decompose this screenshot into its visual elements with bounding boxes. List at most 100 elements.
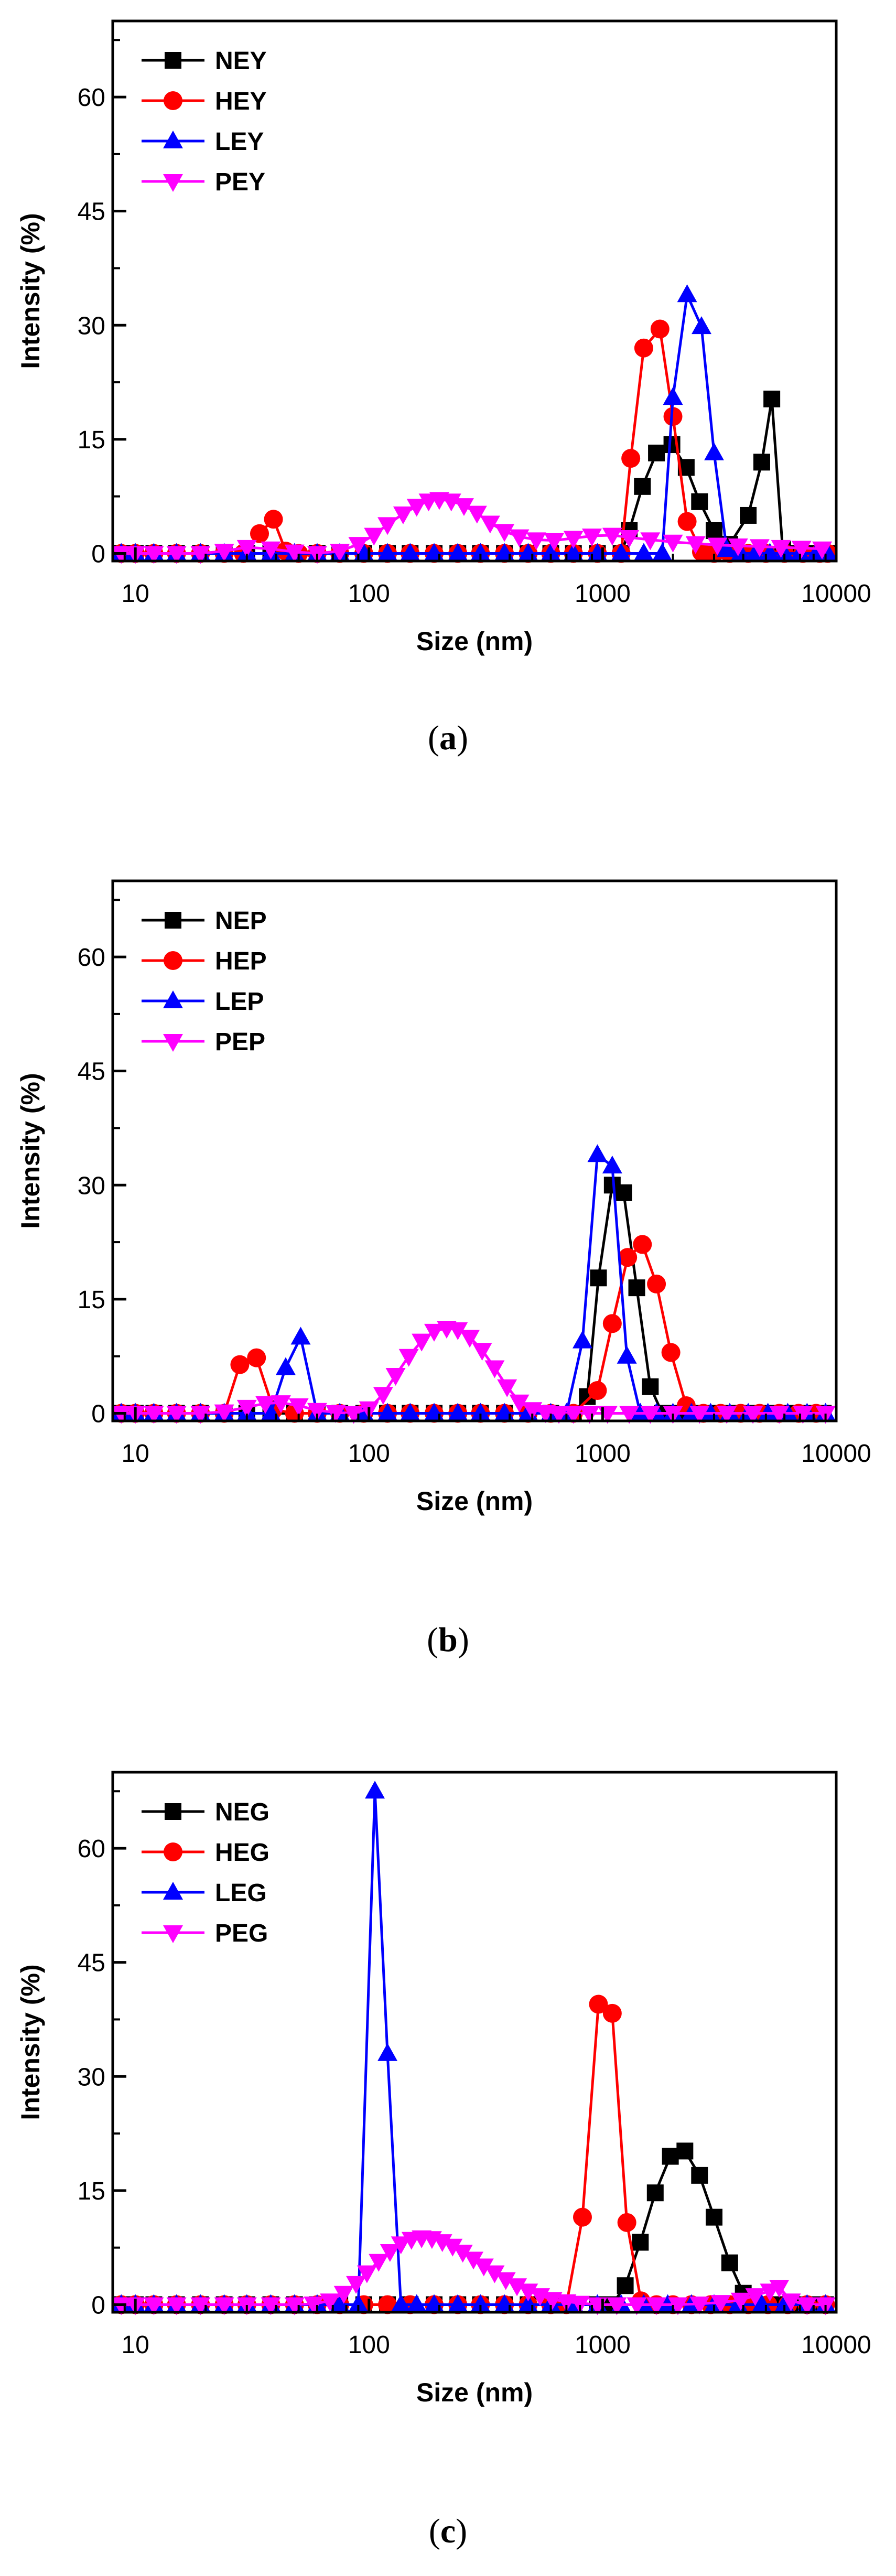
x-tick-label: 100	[348, 2331, 390, 2359]
data-point-NEG	[721, 2254, 738, 2271]
data-point-PEY	[685, 536, 706, 554]
x-axis-label: Size (nm)	[416, 2378, 533, 2407]
legend-entry-HEP: HEP	[142, 947, 267, 975]
data-point-NEY	[648, 445, 665, 461]
data-point-HEP	[588, 1381, 607, 1400]
y-tick-label: 45	[78, 198, 105, 226]
data-point-PEY	[261, 541, 281, 559]
x-tick-label: 10000	[801, 2331, 871, 2359]
legend: NEP HEP LEP PEP	[142, 907, 267, 1056]
data-point-HEP	[647, 1274, 666, 1294]
data-point-LEP	[758, 1403, 778, 1421]
data-point-PEP	[398, 1349, 419, 1367]
plot-frame	[111, 1771, 838, 2314]
x-tick-label: 10000	[801, 1440, 871, 1468]
series-HEY	[112, 319, 837, 563]
series-NEG	[113, 2142, 834, 2313]
data-point-LEG	[448, 2294, 468, 2312]
data-point-PEY	[467, 505, 487, 524]
data-point-PEG	[556, 2294, 577, 2312]
data-point-PEG	[190, 2297, 211, 2315]
y-axis-label: Intensity (%)	[16, 213, 45, 369]
legend-entry-PEY: PEY	[142, 168, 265, 196]
legend-marker	[163, 131, 183, 148]
caption-c-letter: c	[440, 2512, 456, 2550]
data-point-PEY	[144, 546, 164, 564]
legend-marker	[165, 1803, 181, 1820]
legend-label: PEP	[215, 1028, 265, 1056]
y-tick-label: 0	[91, 540, 105, 568]
y-axis: 0 15 30 45 60	[78, 1790, 126, 2319]
legend-entry-PEG: PEG	[142, 1920, 268, 1947]
data-point-PEP	[271, 1395, 291, 1414]
data-point-PEY	[494, 524, 515, 542]
data-point-PEY	[406, 499, 427, 517]
legend-label: NEP	[215, 907, 267, 935]
data-point-PEG	[304, 2297, 324, 2315]
data-point-PEY	[582, 529, 602, 547]
y-tick-label: 45	[78, 1058, 105, 1086]
data-point-PEY	[364, 527, 384, 546]
plot-frame	[111, 19, 838, 563]
data-point-LEY	[745, 543, 765, 561]
data-point-HEY	[650, 319, 670, 339]
series-HEP	[112, 1235, 826, 1423]
data-point-PEG	[484, 2265, 505, 2283]
data-point-PEY	[393, 506, 413, 525]
data-point-LEG	[470, 2294, 491, 2312]
data-point-PEG	[646, 2297, 667, 2315]
data-point-PEP	[497, 1379, 517, 1397]
data-point-PEY	[771, 540, 791, 558]
data-point-PEY	[544, 533, 564, 551]
legend-entry-NEP: NEP	[142, 907, 267, 935]
data-point-PEP	[412, 1333, 432, 1352]
data-point-PEG	[432, 2234, 452, 2252]
legend-marker	[164, 91, 182, 110]
data-point-PEP	[472, 1343, 492, 1361]
data-point-PEP	[640, 1406, 661, 1424]
y-tick-label: 0	[91, 2291, 105, 2319]
series-line-LEG	[121, 1790, 826, 2306]
data-point-PEP	[579, 1406, 600, 1424]
data-point-PEY	[749, 539, 770, 557]
data-point-PEG	[667, 2297, 688, 2315]
legend-label: HEP	[215, 947, 267, 975]
data-point-LEP	[400, 1403, 420, 1421]
data-point-PEG	[144, 2297, 164, 2315]
y-tick-label: 15	[78, 426, 105, 454]
y-axis: 0 15 30 45 60	[78, 39, 126, 568]
legend-label: LEY	[215, 128, 264, 156]
legend-entry-HEG: HEG	[142, 1839, 269, 1867]
legend-marker	[164, 1842, 182, 1861]
data-point-HEY	[677, 512, 697, 531]
legend-entry-LEG: LEG	[142, 1879, 267, 1907]
data-point-NEG	[691, 2167, 708, 2184]
data-point-LEP	[630, 1403, 651, 1421]
data-point-PEG	[320, 2293, 340, 2312]
data-point-PEY	[663, 534, 683, 553]
data-point-PEG	[627, 2297, 647, 2315]
data-point-PEP	[535, 1405, 556, 1424]
x-axis-label: Size (nm)	[416, 627, 533, 656]
x-tick-label: 10	[121, 580, 149, 608]
data-point-PEP	[255, 1396, 276, 1414]
data-point-PEY	[441, 493, 461, 512]
x-tick-label: 100	[348, 1440, 390, 1468]
data-point-LEY	[633, 543, 654, 561]
legend-label: LEG	[215, 1879, 267, 1907]
x-tick-label: 1000	[575, 580, 631, 608]
data-point-NEY	[634, 478, 651, 495]
data-point-NEG	[676, 2142, 694, 2160]
y-tick-label: 60	[78, 944, 105, 972]
data-point-PEP	[689, 1406, 710, 1424]
data-point-LEY	[377, 543, 398, 561]
data-point-PEG	[442, 2238, 463, 2257]
y-tick-label: 60	[78, 1835, 105, 1863]
data-point-LEY	[563, 543, 584, 561]
legend-entry-NEG: NEG	[142, 1798, 269, 1826]
data-point-LEY	[400, 543, 420, 561]
data-point-NEP	[642, 1378, 659, 1395]
data-point-NEG	[632, 2234, 649, 2251]
y-tick-label: 15	[78, 2178, 105, 2205]
data-point-PEP	[385, 1367, 406, 1386]
